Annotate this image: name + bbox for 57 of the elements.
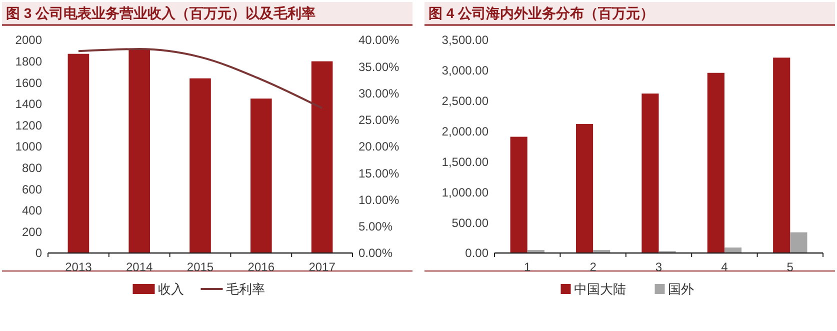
y-tick-label: 400 bbox=[22, 204, 42, 218]
x-tick-label: 2 bbox=[590, 260, 597, 274]
y-tick-label: 600 bbox=[22, 182, 42, 196]
legend-label: 国外 bbox=[668, 282, 694, 297]
y-tick-label: 1,500.00 bbox=[442, 154, 489, 169]
y-tick-label: 0 bbox=[35, 246, 42, 260]
y2-tick-label: 40.00% bbox=[358, 33, 400, 48]
y2-tick-label: 25.00% bbox=[358, 113, 400, 128]
x-tick-label: 2016 bbox=[248, 260, 275, 274]
y2-tick-label: 20.00% bbox=[358, 140, 400, 154]
y2-tick-label: 10.00% bbox=[358, 192, 400, 207]
line-series bbox=[77, 48, 324, 110]
bar bbox=[790, 232, 808, 253]
bar bbox=[707, 72, 724, 253]
bar bbox=[773, 58, 790, 253]
x-tick-label: 2013 bbox=[65, 260, 92, 274]
bar bbox=[642, 94, 659, 253]
bar bbox=[128, 50, 150, 253]
bar bbox=[250, 98, 272, 253]
bar bbox=[311, 61, 333, 253]
y-tick-label: 3,000.00 bbox=[442, 64, 489, 78]
y-tick-label: 1200 bbox=[15, 118, 42, 132]
legend-label: 中国大陆 bbox=[574, 282, 626, 297]
y2-tick-label: 0.00% bbox=[358, 246, 393, 260]
y-tick-label: 2,000.00 bbox=[442, 124, 489, 138]
y-tick-label: 1400 bbox=[15, 97, 42, 112]
x-tick-label: 4 bbox=[721, 260, 728, 274]
bar bbox=[724, 248, 742, 253]
y2-tick-label: 5.00% bbox=[358, 220, 393, 234]
chart-title: 图 3 公司电表业务营业收入（百万元）以及毛利率 bbox=[6, 5, 316, 21]
chart-title: 图 4 公司海内外业务分布（百万元） bbox=[428, 5, 654, 21]
y2-tick-label: 30.00% bbox=[358, 86, 400, 100]
y-tick-label: 500.00 bbox=[452, 216, 489, 230]
y-tick-label: 800 bbox=[22, 161, 42, 175]
y-tick-label: 2000 bbox=[15, 33, 42, 48]
x-tick-label: 2017 bbox=[308, 260, 336, 274]
x-tick-label: 2015 bbox=[186, 260, 214, 274]
x-tick-label: 1 bbox=[524, 260, 532, 274]
y-tick-label: 1800 bbox=[15, 54, 42, 68]
bar bbox=[190, 78, 211, 253]
x-tick-label: 2014 bbox=[126, 260, 154, 274]
x-tick-label: 5 bbox=[786, 260, 794, 274]
legend-label: 收入 bbox=[158, 282, 184, 297]
x-tick-label: 3 bbox=[655, 260, 662, 274]
y-tick-label: 0.00 bbox=[465, 246, 489, 260]
y-tick-label: 200 bbox=[22, 224, 42, 239]
y2-tick-label: 35.00% bbox=[358, 60, 400, 74]
y-tick-label: 1000 bbox=[15, 140, 42, 154]
y2-tick-label: 15.00% bbox=[358, 166, 400, 180]
bar bbox=[68, 54, 90, 253]
legend-label: 毛利率 bbox=[226, 282, 265, 297]
bar bbox=[576, 124, 594, 253]
y-tick-label: 1600 bbox=[15, 76, 42, 90]
y-tick-label: 2,500.00 bbox=[442, 94, 489, 108]
y-tick-label: 3,500.00 bbox=[442, 33, 489, 48]
bar bbox=[510, 136, 528, 253]
y-tick-label: 1,000.00 bbox=[442, 185, 489, 200]
